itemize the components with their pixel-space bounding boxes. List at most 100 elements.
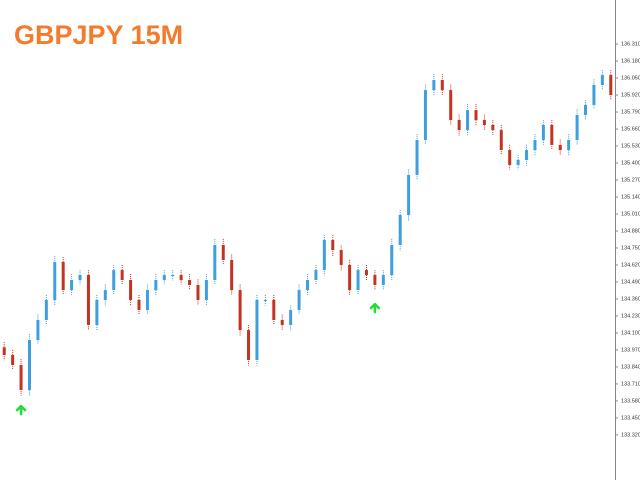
candle-body xyxy=(221,244,225,260)
y-tick-label: 136.050 xyxy=(621,75,640,81)
candle-body xyxy=(289,310,293,325)
candle-body xyxy=(449,90,453,120)
candle-body xyxy=(390,244,394,276)
y-tick-label: 134.880 xyxy=(621,228,640,234)
candle-body xyxy=(238,290,242,331)
candle-body xyxy=(44,300,48,320)
candle-body xyxy=(247,330,251,360)
candle-body xyxy=(398,215,402,245)
candle-body xyxy=(61,261,65,291)
candle-body xyxy=(297,290,301,311)
candle-body xyxy=(331,240,335,251)
candle-body xyxy=(609,75,613,96)
candle-body xyxy=(575,115,579,140)
candle-body xyxy=(600,75,604,85)
candle-body xyxy=(171,275,175,277)
y-tick-label: 133.840 xyxy=(621,364,640,370)
candle-body xyxy=(482,120,486,125)
candle-body xyxy=(78,275,82,280)
candle-body xyxy=(558,144,562,151)
candle-body xyxy=(364,270,368,276)
candle-body xyxy=(70,280,74,291)
candle-body xyxy=(154,280,158,291)
candle-body xyxy=(533,140,537,151)
candle-body xyxy=(508,150,512,165)
candle-body xyxy=(567,140,571,151)
candle-body xyxy=(339,250,343,265)
candle-body xyxy=(423,90,427,140)
candle-body xyxy=(550,124,554,145)
y-tick-label: 135.660 xyxy=(621,126,640,132)
y-tick-label: 133.580 xyxy=(621,398,640,404)
candle-body xyxy=(356,270,360,291)
candle-body xyxy=(272,300,276,320)
candle-body xyxy=(112,270,116,291)
candle-body xyxy=(263,300,267,301)
y-tick-label: 133.320 xyxy=(621,432,640,438)
candle-body xyxy=(306,280,309,291)
candle-body xyxy=(592,84,596,105)
candle-body xyxy=(95,300,99,325)
candle-body xyxy=(204,280,208,300)
y-tick-label: 134.750 xyxy=(621,245,640,251)
y-tick-label: 135.920 xyxy=(621,92,640,98)
candle-body xyxy=(516,160,520,165)
buy-arrow xyxy=(15,404,27,416)
y-tick-label: 133.970 xyxy=(621,347,640,353)
candle-body xyxy=(415,140,419,176)
y-tick-label: 135.140 xyxy=(621,194,640,200)
y-tick-label: 133.450 xyxy=(621,415,640,421)
candle-body xyxy=(179,275,183,280)
candle-body xyxy=(11,355,15,365)
candle-body xyxy=(322,240,326,271)
y-tick-label: 135.400 xyxy=(621,160,640,166)
y-tick-label: 134.620 xyxy=(621,262,640,268)
candle-body xyxy=(137,300,141,311)
chart-title: GBPJPY 15M xyxy=(14,20,183,50)
candle-body xyxy=(541,124,545,140)
candle-body xyxy=(27,340,31,391)
y-tick-label: 134.100 xyxy=(621,330,640,336)
candle-body xyxy=(584,104,588,116)
y-tick-label: 134.490 xyxy=(621,279,640,285)
candle-body xyxy=(53,261,57,300)
candle-body xyxy=(255,300,259,360)
candle-body xyxy=(36,320,40,340)
candle-body xyxy=(19,364,23,391)
candle-body xyxy=(525,150,529,160)
candle-body xyxy=(188,280,192,285)
candle-body xyxy=(466,110,470,131)
candle-body xyxy=(373,275,377,285)
y-tick-label: 135.010 xyxy=(621,211,640,217)
candle-body xyxy=(196,284,200,300)
candle-body xyxy=(2,347,6,356)
y-tick-label: 136.310 xyxy=(621,42,640,48)
y-tick-label: 135.270 xyxy=(621,177,640,183)
candle-body xyxy=(280,320,284,325)
candle-body xyxy=(348,264,352,291)
candle-body xyxy=(314,270,318,280)
candle-body xyxy=(129,280,133,300)
candle-body xyxy=(432,80,436,91)
y-tick-label: 135.790 xyxy=(621,109,640,115)
candle-body xyxy=(120,270,124,280)
candle-body xyxy=(86,275,90,325)
candle-body xyxy=(457,120,461,131)
candle-body xyxy=(145,290,149,311)
candle-body xyxy=(491,124,495,131)
candle-body xyxy=(499,130,503,151)
y-tick-label: 136.180 xyxy=(621,58,640,64)
y-tick-label: 134.230 xyxy=(621,313,640,319)
y-tick-label: 134.360 xyxy=(621,296,640,302)
candle-body xyxy=(381,275,385,285)
y-tick-label: 135.530 xyxy=(621,143,640,149)
candle-body xyxy=(474,110,478,120)
buy-arrow xyxy=(369,302,381,314)
candle-body xyxy=(407,175,411,216)
candle-body xyxy=(162,275,166,280)
candle-body xyxy=(230,260,234,291)
candle-body xyxy=(103,290,107,300)
candle-body xyxy=(213,244,217,280)
